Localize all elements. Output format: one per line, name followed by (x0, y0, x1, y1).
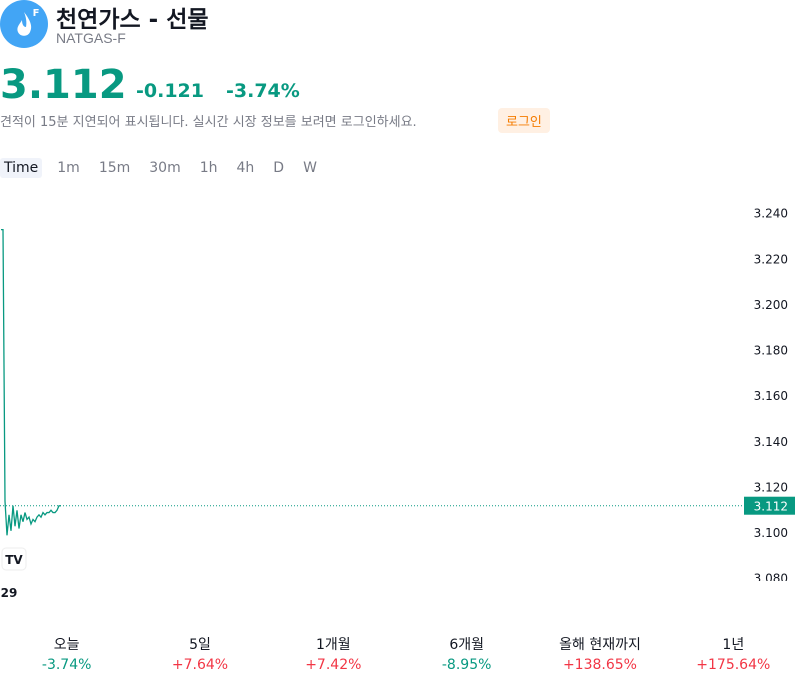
y-tick-label: 3.080 (754, 572, 788, 586)
y-tick-label: 3.240 (754, 207, 788, 221)
y-tick-label: 3.100 (754, 526, 788, 540)
performance-item[interactable]: 1개월 +7.42% (267, 634, 400, 673)
y-tick-label: 3.120 (754, 480, 788, 494)
interval-button[interactable]: 15m (98, 160, 131, 176)
icon-letter: F (33, 8, 40, 19)
login-button[interactable]: 로그인 (498, 108, 550, 133)
performance-item[interactable]: 5일 +7.64% (133, 634, 266, 673)
period-label: 올해 현재까지 (559, 637, 641, 653)
interval-bar: Time 1m 15m 30m 1h 4h D W (0, 158, 332, 178)
period-label: 6개월 (449, 637, 484, 653)
period-change: +7.64% (171, 657, 229, 673)
interval-button[interactable]: 30m (149, 160, 181, 176)
period-label: 오늘 (53, 637, 80, 653)
symbol-icon: F (0, 0, 48, 48)
period-change: +138.65% (562, 657, 637, 673)
period-change: +175.64% (696, 657, 771, 673)
price-line (1, 229, 61, 536)
plot: 3.080 3.100 3.120 3.140 3.160 3.180 3.200 3.220… (754, 207, 788, 586)
price: 3.112 (0, 62, 127, 108)
y-tick-label: 3.200 (754, 298, 788, 312)
y-tick-label: 3.140 (754, 435, 788, 449)
interval-button[interactable]: W (303, 160, 317, 176)
y-tick-label: 3.180 (754, 344, 788, 358)
symbol: NATGAS-F (56, 30, 126, 46)
last-price-box (744, 496, 795, 515)
x-tick-label: 29 (1, 586, 18, 600)
title: 천연가스 - 선물 (56, 7, 209, 33)
y-tick-label: 3.160 (754, 389, 788, 403)
period-label: 5일 (189, 637, 211, 653)
interval-button[interactable]: 1m (57, 160, 80, 176)
period-change: +7.42% (305, 657, 362, 673)
interval-button[interactable]: 4h (236, 160, 255, 176)
period-label: 1개월 (315, 637, 351, 653)
change: -0.121 (136, 80, 204, 102)
tv-logo: TV (1, 547, 27, 571)
delay-notice: 견적이 15분 지연되어 표시됩니다. 실시간 시장 정보를 보려면 로그인하세… (0, 115, 417, 130)
interval-button[interactable]: D (273, 160, 285, 176)
period-label: 1년 (722, 637, 745, 653)
performance-item[interactable]: 1년 +175.64% (667, 634, 800, 673)
y-tick-label: 3.220 (754, 252, 788, 266)
change-percent: -3.74% (226, 80, 300, 102)
performance-item[interactable]: 6개월 -8.95% (400, 634, 533, 673)
chart: TV 3.0803.1003.1203.1403.1603.1803.2003.… (0, 207, 795, 600)
performance-item[interactable]: 올해 현재까지 +138.65% (533, 634, 666, 673)
svg-text:TV: TV (5, 553, 23, 567)
performance-item[interactable]: 오늘 -3.74% (0, 634, 133, 673)
interval-button[interactable]: 1h (199, 160, 218, 176)
interval-button[interactable]: Time (0, 158, 43, 178)
performance-bar: 오늘 -3.74% 5일 +7.64% 1개월 +7.42% 6개월 -8.95% 올해 현재까… (0, 634, 800, 673)
last-price-label: 3.112 (754, 500, 788, 514)
period-change: -8.95% (441, 657, 492, 673)
period-change: -3.74% (41, 657, 92, 673)
